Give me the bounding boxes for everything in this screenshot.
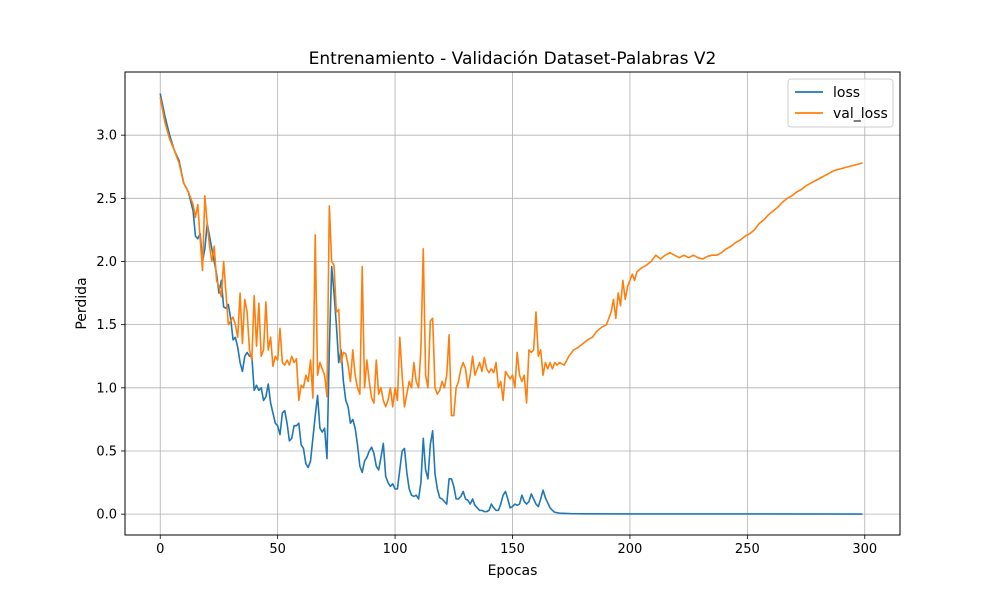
legend-label-loss: loss — [833, 85, 860, 101]
legend-label-val-loss: val_loss — [833, 106, 888, 122]
y-tick-label: 2.5 — [96, 192, 117, 207]
x-tick-label: 50 — [269, 542, 286, 557]
series-lines — [159, 93, 863, 515]
x-axis-label: Epocas — [488, 563, 538, 579]
y-tick-label: 1.5 — [96, 318, 117, 333]
x-tick-label: 0 — [156, 542, 164, 557]
series-line-loss — [159, 93, 863, 515]
axis-ticks: 0 50 100 150 200 250 300 0.0 0.5 1.0 1.5 2.0 2.5 3.0 — [96, 129, 877, 557]
y-tick-label: 2.0 — [96, 255, 117, 270]
y-tick-label: 0.0 — [96, 508, 117, 523]
legend-box — [787, 78, 894, 128]
y-tick-label: 3.0 — [96, 129, 117, 144]
y-tick-label: 0.5 — [96, 444, 117, 459]
y-tick-label: 1.0 — [96, 381, 117, 396]
x-tick-label: 200 — [618, 542, 643, 557]
x-tick-label: 250 — [735, 542, 760, 557]
chart-title: Entrenamiento - Validación Dataset-Palab… — [309, 49, 717, 69]
x-tick-label: 150 — [500, 542, 525, 557]
legend: loss val_loss — [787, 78, 894, 128]
y-axis-label: Perdida — [74, 277, 90, 329]
x-tick-label: 300 — [852, 542, 877, 557]
series-line-val-loss — [159, 97, 863, 417]
grid-lines — [125, 72, 900, 535]
x-tick-label: 100 — [383, 542, 408, 557]
